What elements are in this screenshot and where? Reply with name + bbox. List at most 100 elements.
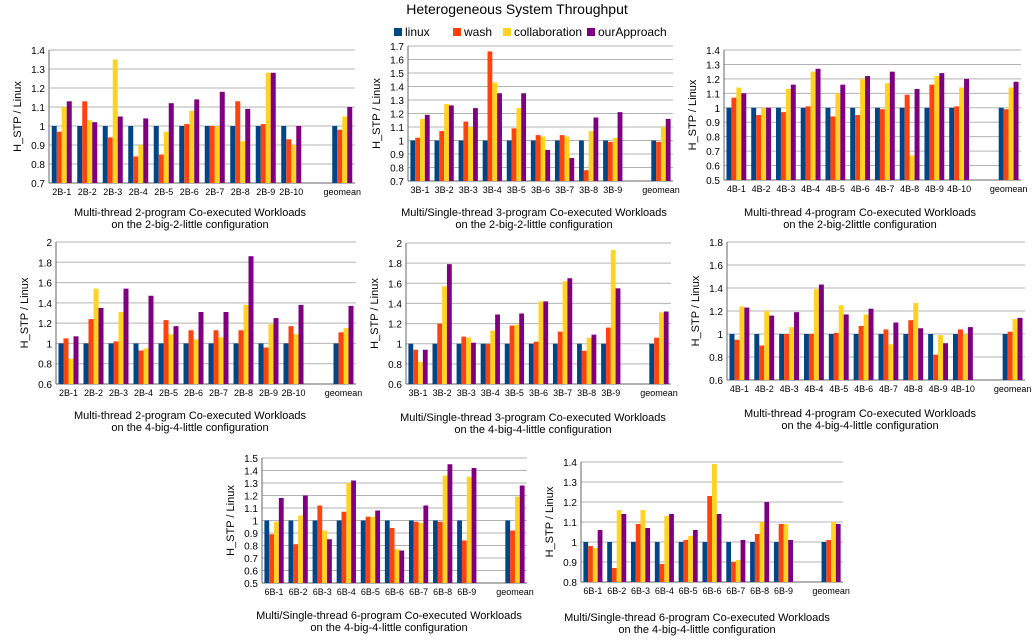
bar-collaboration-6B-3	[640, 510, 646, 582]
x-tick-label: 4B-8	[904, 384, 923, 394]
bar-wash-4B-1	[734, 339, 740, 380]
y-tick-label: 1.2	[244, 492, 258, 503]
bar-ourApproach-4B-4	[818, 284, 824, 380]
bar-ourApproach-4B-2	[766, 107, 772, 180]
bar-ourApproach-6B-4	[351, 480, 356, 583]
bar-linux-3B-2	[434, 140, 440, 181]
bar-wash-2B-4	[138, 350, 144, 384]
x-tick-label: geomean	[496, 587, 534, 597]
bar-wash-6B-9	[461, 540, 467, 583]
y-tick-label: 1	[396, 340, 402, 351]
bar-linux-4B-10	[952, 334, 958, 380]
bar-collaboration-3B-8	[588, 131, 594, 181]
bar-linux-3B-4	[482, 140, 488, 181]
bar-wash-6B-7	[731, 562, 736, 582]
bar-ourApproach-geomean	[347, 107, 353, 183]
chart-caption-line-1: Multi-thread 2-program Co-executed Workl…	[74, 410, 307, 422]
bar-ourApproach-4B-6	[865, 76, 871, 180]
bar-wash-6B-4	[659, 564, 665, 582]
bar-linux-4B-9	[924, 107, 930, 180]
bar-linux-3B-4	[480, 343, 486, 384]
legend-swatch-collaboration	[503, 28, 511, 36]
y-tick-label: 0.6	[388, 380, 402, 391]
bar-collaboration-2B-2	[93, 288, 99, 384]
y-tick-label: 2	[396, 239, 402, 250]
bar-collaboration-4B-1	[739, 306, 745, 380]
bar-collaboration-geomean	[514, 496, 520, 583]
y-tick-label: 2	[46, 238, 52, 249]
y-tick-label: 0.9	[31, 141, 45, 152]
bar-wash-3B-1	[415, 137, 421, 181]
bar-collaboration-4B-10	[962, 334, 968, 380]
bar-wash-2B-3	[113, 341, 119, 384]
bar-collaboration-3B-1	[418, 361, 423, 384]
bar-linux-2B-8	[230, 126, 236, 183]
bar-collaboration-3B-8	[586, 337, 592, 384]
y-tick-label: 1.3	[563, 478, 577, 489]
bar-collaboration-3B-9	[610, 250, 616, 384]
bar-linux-geomean	[332, 126, 338, 183]
bar-wash-2B-5	[163, 320, 169, 384]
bar-ourApproach-2B-4	[148, 295, 154, 384]
bar-collaboration-6B-2	[616, 510, 622, 582]
bar-linux-4B-2	[754, 334, 760, 380]
bar-ourApproach-2B-7	[223, 311, 229, 384]
bar-wash-4B-5	[830, 116, 836, 180]
y-tick-label: 1.2	[388, 320, 402, 331]
x-tick-label: 2B-3	[109, 388, 128, 398]
x-tick-label: 3B-3	[459, 185, 478, 195]
bar-linux-3B-8	[577, 343, 582, 384]
bar-ourApproach-6B-3	[645, 528, 651, 582]
bar-linux-2B-2	[77, 126, 83, 183]
bar-linux-6B-3	[631, 542, 636, 582]
bar-wash-3B-4	[485, 343, 491, 384]
bar-ourApproach-2B-5	[168, 103, 174, 183]
x-tick-label: 4B-2	[755, 384, 774, 394]
bar-wash-6B-1	[269, 534, 275, 583]
bar-linux-geomean	[649, 343, 655, 384]
bar-ourApproach-6B-9	[788, 540, 793, 582]
bar-linux-4B-3	[779, 334, 785, 380]
bar-collaboration-4B-4	[813, 289, 819, 380]
x-tick-label: 6B-6	[385, 587, 404, 597]
bar-wash-4B-10	[954, 106, 960, 180]
bar-collaboration-4B-5	[838, 305, 844, 380]
x-tick-label: 4B-2	[752, 184, 771, 194]
bar-wash-3B-5	[509, 325, 515, 384]
chart-caption-line-2: on the 2-big-2-little configuration	[111, 219, 268, 231]
bar-ourApproach-6B-2	[621, 514, 627, 582]
bar-linux-4B-5	[828, 334, 834, 380]
bar-collaboration-geomean	[658, 312, 664, 384]
x-tick-label: 4B-3	[780, 384, 799, 394]
y-tick-label: 0.9	[706, 118, 720, 129]
legend-swatch-wash	[453, 28, 461, 36]
x-tick-label: 2B-6	[184, 388, 203, 398]
bar-linux-4B-8	[899, 107, 905, 180]
bar-wash-4B-7	[879, 109, 885, 180]
bar-ourApproach-4B-1	[744, 307, 750, 380]
bar-linux-3B-3	[456, 343, 462, 384]
bar-collaboration-6B-7	[735, 560, 741, 582]
bar-ourApproach-4B-3	[790, 84, 796, 180]
y-tick-label: 1.8	[709, 238, 723, 249]
bar-ourApproach-3B-4	[497, 93, 502, 181]
x-tick-label: 2B-7	[209, 388, 228, 398]
bar-wash-geomean	[510, 530, 515, 583]
bar-wash-geomean	[826, 540, 832, 582]
bar-ourApproach-2B-2	[92, 122, 98, 183]
bar-ourApproach-3B-5	[521, 93, 527, 181]
x-tick-label: 6B-4	[655, 586, 674, 596]
bar-wash-2B-7	[209, 126, 215, 183]
bar-ourApproach-4B-9	[943, 343, 949, 380]
x-tick-label: 3B-9	[601, 388, 620, 398]
bar-ourApproach-2B-2	[98, 307, 104, 384]
bar-ourApproach-2B-9	[270, 72, 276, 183]
bar-wash-3B-9	[605, 327, 611, 384]
bar-ourApproach-6B-3	[327, 539, 332, 583]
chart-4: 0.6 0.8 1 1.2 1.4 1.6 1.8 2 2B-1 2B-2 2B-3 2B-4 2B-5…	[19, 238, 362, 434]
chart-caption-line-2: on the 2-big-2little configuration	[783, 219, 936, 231]
bar-wash-3B-6	[533, 341, 539, 384]
bar-ourApproach-4B-10	[967, 327, 973, 380]
chart-caption-line-1: Multi/Single-thread 3-program Co-execute…	[401, 207, 667, 219]
y-tick-label: 0.7	[244, 554, 258, 565]
